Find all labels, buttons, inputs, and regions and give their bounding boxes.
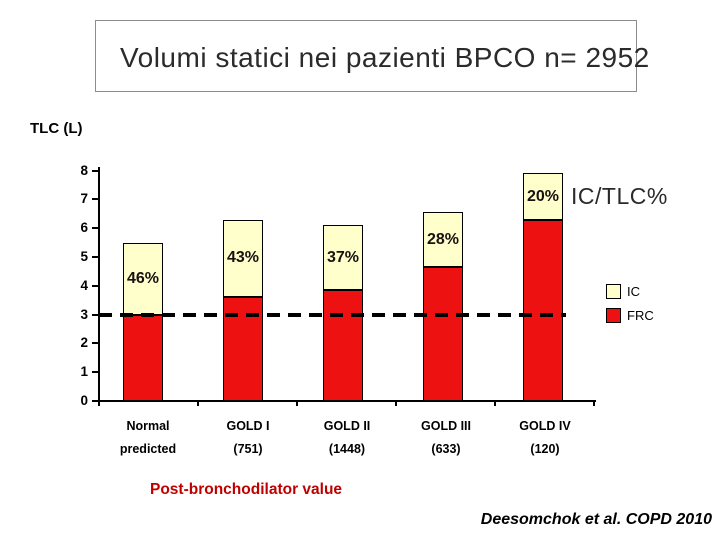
x-axis-line (98, 400, 596, 402)
y-tick-label: 4 (80, 277, 88, 293)
y-tick (92, 342, 99, 345)
y-axis-line (98, 167, 100, 401)
x-category-label-line: (120) (530, 441, 560, 456)
x-category-label: GOLD IV (120) (485, 415, 605, 460)
y-tick (92, 198, 99, 201)
y-tick (92, 256, 99, 258)
bar-ic-percentage-label: 20% (526, 187, 560, 205)
x-category-label-line: Normal (126, 419, 170, 433)
slide-title-box: Volumi statici nei pazienti BPCO n= 2952 (95, 20, 649, 92)
x-axis-note: Post-bronchodilator value (150, 481, 343, 498)
x-category-label-line: GOLD IV (519, 419, 571, 433)
x-tick (296, 401, 298, 406)
legend-item-frc: FRC (606, 308, 654, 323)
bar-ic-percentage-label: 43% (226, 249, 260, 267)
y-tick-label: 3 (80, 306, 88, 322)
x-category-label-line: (1448) (328, 441, 366, 456)
x-tick (98, 401, 100, 406)
y-tick (92, 169, 99, 172)
bar-ic-percentage-label: 37% (326, 248, 360, 266)
bar-ic-segment (523, 173, 563, 220)
bar-frc-segment (423, 267, 463, 401)
bar-frc-segment (123, 314, 163, 401)
y-tick-label: 1 (80, 364, 88, 380)
x-category-label: GOLD I (751) (188, 415, 308, 460)
legend-label: FRC (627, 308, 654, 323)
bar-ic-segment (323, 225, 363, 291)
x-category-label-line: predicted (119, 441, 177, 456)
y-tick-label: 5 (80, 249, 88, 264)
bar-frc-segment (323, 290, 363, 401)
x-tick (395, 401, 397, 406)
x-tick (197, 401, 199, 406)
x-category-label: Normal predicted (88, 415, 208, 460)
reference-line (99, 312, 566, 317)
citation: Deesomchok et al. COPD 2010 (480, 511, 712, 528)
bar-ic-percentage-label: 46% (126, 269, 160, 287)
x-category-label-line: GOLD I (226, 419, 270, 433)
y-tick (92, 284, 99, 287)
x-tick (494, 401, 496, 406)
legend-swatch-ic (606, 284, 621, 299)
x-category-label-line: GOLD III (421, 419, 471, 433)
y-tick (92, 400, 99, 402)
slide-title: Volumi statici nei pazienti BPCO n= 2952 (120, 42, 650, 73)
x-category-label-line: (751) (233, 441, 263, 456)
bar-ic-percentage-label: 28% (426, 230, 460, 248)
x-category-label-line: GOLD II (323, 419, 371, 433)
legend-label: IC (627, 284, 640, 299)
x-tick (593, 401, 595, 406)
legend-item-ic: IC (606, 284, 640, 299)
x-category-label-line: (633) (431, 441, 461, 456)
x-category-label: GOLD III (633) (386, 415, 506, 460)
y-axis-title: TLC (L) (30, 120, 83, 137)
bar-frc-segment (523, 219, 563, 401)
bar-ic-segment (423, 212, 463, 268)
y-tick (92, 227, 99, 230)
ic-tlc-annotation: IC/TLC% (571, 183, 668, 209)
y-tick-label: 2 (80, 335, 88, 351)
y-tick (92, 371, 99, 374)
y-tick-label: 6 (80, 220, 88, 236)
legend-swatch-frc (606, 308, 621, 323)
y-tick (92, 313, 99, 316)
y-tick-label: 7 (80, 191, 88, 207)
x-category-label: GOLD II (1448) (287, 415, 407, 460)
y-tick-label: 0 (80, 393, 88, 408)
bar-ic-segment (223, 219, 263, 298)
y-tick-label: 8 (80, 162, 88, 178)
